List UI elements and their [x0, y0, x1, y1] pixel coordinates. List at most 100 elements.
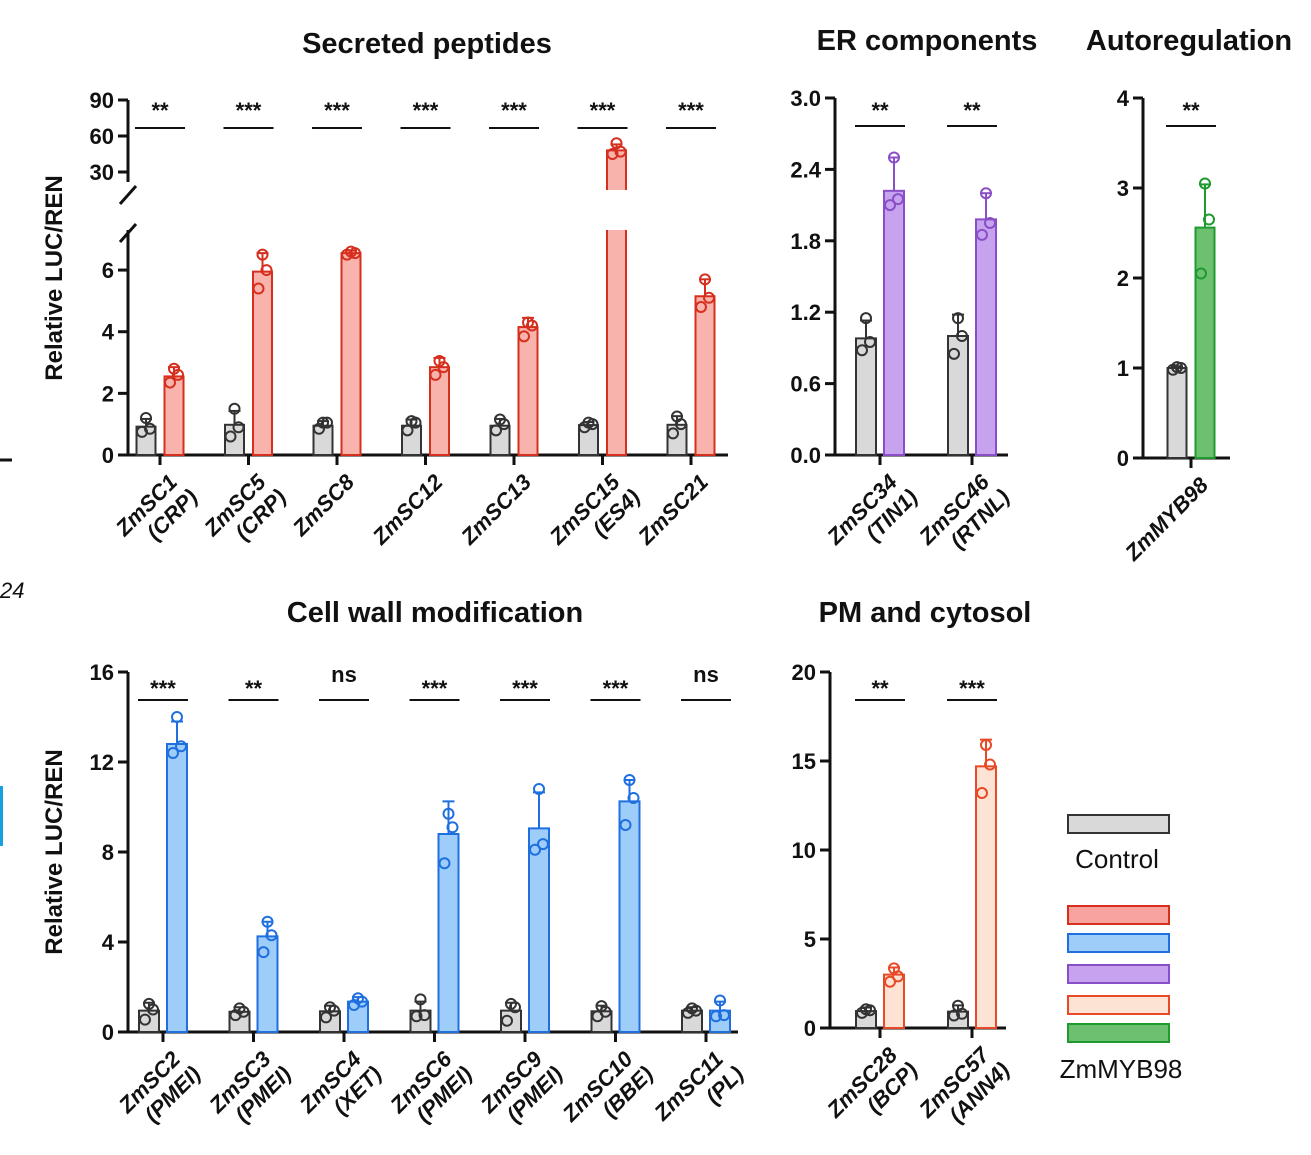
y-tick-label: 15: [792, 749, 816, 774]
legend-swatch: [1067, 964, 1170, 984]
significance-label: ns: [331, 662, 357, 687]
y-tick-label: 1.8: [790, 229, 821, 254]
title-secreted: Secreted peptides: [302, 28, 552, 60]
significance-label: ***: [590, 98, 616, 123]
data-point: [414, 993, 427, 1006]
bar: [975, 218, 997, 456]
panel-auto: 0 1 2 3 4 ** ZmMYB98: [1117, 86, 1230, 566]
bar: [883, 189, 905, 456]
data-point: [529, 843, 541, 856]
category-label: ZmSC8: [287, 469, 360, 542]
category-label: ZmSC5(CRP): [199, 467, 291, 559]
data-point: [956, 330, 968, 342]
significance-label: ***: [959, 676, 985, 701]
y-tick-label: 12: [90, 750, 114, 775]
category-label-line: ZmSC12: [367, 469, 448, 550]
data-point: [623, 774, 636, 786]
bar: [528, 827, 550, 1033]
data-point: [494, 413, 506, 426]
category-label: ZmSC1(CRP): [110, 467, 202, 559]
data-point: [252, 282, 265, 295]
data-point: [888, 151, 900, 164]
category-label-line: ZmSC13: [455, 469, 536, 550]
bar: [694, 295, 716, 456]
data-point: [948, 347, 960, 360]
y-tick-label: 3: [1117, 176, 1129, 201]
data-point: [984, 758, 996, 771]
data-point: [167, 747, 179, 759]
data-point: [984, 216, 996, 229]
data-point: [228, 402, 241, 415]
data-point: [429, 368, 442, 381]
category-label: ZmMYB98: [1119, 472, 1213, 566]
data-point: [164, 376, 176, 389]
bar: [975, 765, 997, 1030]
data-point: [317, 416, 329, 429]
y-tick-label: 1.2: [790, 300, 821, 325]
data-point: [695, 301, 707, 314]
title-cellwall: Cell wall modification: [287, 597, 584, 629]
panel-secreted: 0 2 4 6 30 60 90 ** ZmSC1(CRP) *** ZmSC5(CRP) *** Zm…: [90, 88, 728, 559]
data-point: [143, 997, 155, 1010]
data-point: [864, 335, 876, 348]
y-tick-label: 1: [1117, 356, 1129, 381]
category-label: ZmSC46(RTNL): [913, 467, 1014, 568]
data-point: [139, 1013, 151, 1026]
data-point: [714, 994, 726, 1007]
bar: [1194, 226, 1216, 459]
y-tick-label: 8: [102, 840, 114, 865]
data-point: [892, 193, 904, 206]
data-point: [948, 1009, 960, 1022]
data-point: [627, 792, 640, 804]
axis-break-gap: [605, 190, 628, 230]
category-label: ZmSC57(ANN4): [913, 1040, 1014, 1141]
y-tick-label: 16: [90, 660, 114, 685]
legend: [1067, 814, 1170, 1043]
y-tick-label: 4: [1117, 86, 1130, 111]
y-tick-label: 4: [102, 320, 115, 345]
data-point: [888, 962, 900, 975]
axis-break-mark: [118, 223, 138, 243]
ylabel-top: Relative LUC/REN: [41, 175, 68, 380]
y-tick-label: 0: [804, 1016, 816, 1041]
legend-control-label: Control: [1075, 844, 1159, 874]
legend-swatch: [1067, 933, 1170, 953]
category-label-line: ZmMYB98: [1119, 472, 1213, 566]
bar: [517, 326, 539, 457]
data-point: [860, 312, 872, 325]
y-tick-label: 0: [102, 1020, 114, 1045]
data-point: [233, 1002, 246, 1015]
category-label: ZmSC10(BBE): [557, 1044, 658, 1145]
data-point: [860, 1003, 872, 1016]
title-pm: PM and cytosol: [819, 597, 1032, 629]
significance-label: ns: [693, 662, 719, 687]
data-point: [518, 330, 530, 343]
y-tick-label: 3.0: [790, 86, 821, 111]
data-point: [345, 245, 357, 258]
significance-label: ***: [324, 98, 350, 123]
panel-pm: 0 5 10 15 20 ** ZmSC28(BCP) *** ZmSC57(ANN4): [792, 660, 1015, 1141]
data-point: [699, 273, 711, 286]
ylabel-bottom: Relative LUC/REN: [41, 749, 68, 954]
significance-label: **: [245, 676, 263, 701]
data-point: [976, 787, 988, 800]
bar: [618, 800, 641, 1033]
legend-swatch: [1067, 905, 1170, 925]
category-label: ZmSC11(PL): [649, 1044, 749, 1144]
data-point: [1203, 213, 1215, 226]
bar: [855, 337, 877, 457]
data-point: [168, 362, 180, 375]
data-point: [1199, 177, 1211, 190]
legend-swatch: [1067, 995, 1170, 1015]
data-point: [537, 838, 549, 851]
category-label: ZmSC4(XET): [294, 1044, 386, 1136]
legend-swatch: [1067, 1023, 1170, 1043]
significance-label: ***: [501, 98, 527, 123]
data-point: [320, 1011, 332, 1024]
data-point: [175, 740, 187, 753]
significance-label: ***: [678, 98, 704, 123]
data-point: [232, 421, 245, 434]
y-tick-label: 0: [1117, 446, 1129, 471]
data-point: [224, 430, 237, 443]
category-label-line: ZmSC8: [287, 469, 360, 542]
